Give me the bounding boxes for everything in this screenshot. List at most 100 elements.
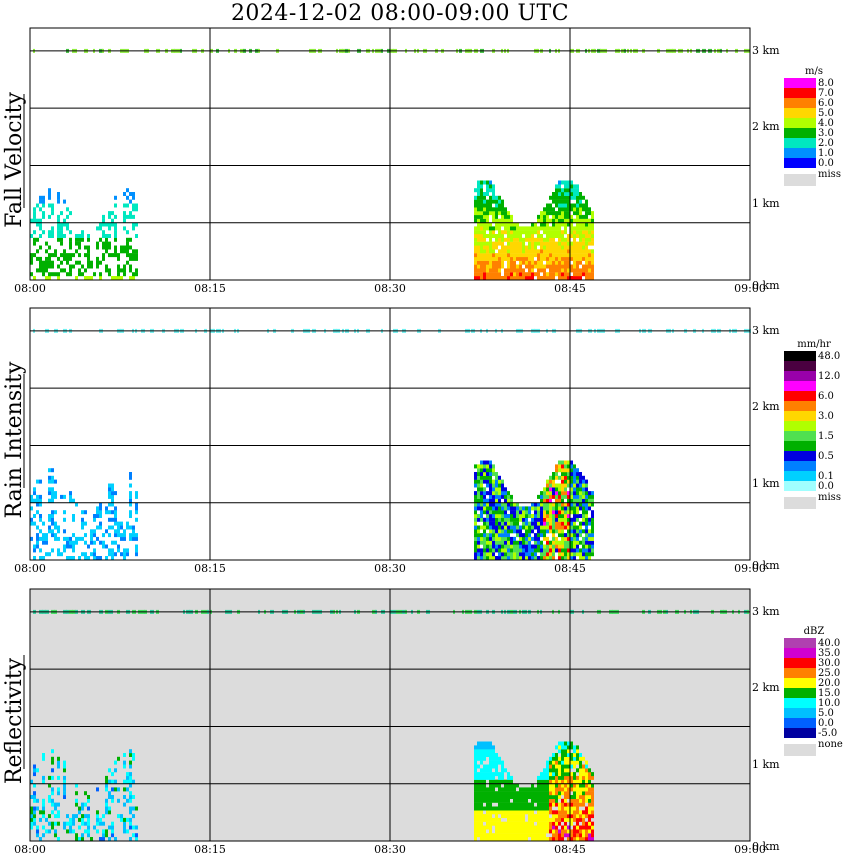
precip-cell	[525, 544, 528, 549]
precip-cell	[570, 207, 573, 212]
precip-cell	[489, 207, 492, 212]
precip-cell	[57, 552, 60, 557]
precip-cell	[564, 211, 567, 216]
precip-cell	[477, 787, 480, 792]
precip-cell	[39, 264, 42, 269]
precip-cell	[489, 533, 492, 538]
precip-cell	[498, 802, 501, 807]
precip-cell	[507, 237, 510, 242]
precip-cell	[549, 810, 552, 815]
precip-cell	[570, 264, 573, 269]
precip-cell	[582, 829, 585, 834]
precip-cell	[561, 468, 564, 473]
precip-cell	[576, 552, 579, 557]
precip-cell	[57, 199, 60, 204]
precip-cell	[585, 234, 588, 238]
precip-cell	[57, 218, 60, 223]
legend-swatch	[784, 648, 816, 658]
precip-cell	[486, 775, 489, 780]
precip-cell	[558, 203, 561, 208]
precip-cell	[573, 475, 576, 480]
precip-cell	[579, 529, 582, 534]
precip-cell	[570, 783, 573, 788]
precip-cell	[75, 536, 78, 541]
precip-cell	[480, 491, 483, 496]
precip-cell	[558, 460, 561, 465]
precip-cell	[525, 517, 528, 522]
rain-event-2	[474, 180, 594, 280]
precip-cell	[546, 529, 549, 534]
precip-cell	[492, 188, 495, 193]
precip-cell	[531, 241, 534, 246]
x-tick-label: 08:00	[14, 843, 46, 856]
precip-cell	[531, 272, 534, 277]
height-tick-label: 1 km	[752, 757, 780, 771]
precip-cell	[567, 491, 570, 496]
precip-cell	[483, 226, 486, 231]
precip-cell	[495, 825, 498, 830]
precip-cell	[579, 260, 582, 265]
precip-cell	[96, 810, 99, 815]
precip-cell	[558, 184, 561, 189]
precip-cell	[543, 521, 546, 526]
legend-label: 40.0	[818, 638, 841, 649]
precip-cell	[75, 540, 78, 545]
precip-cell	[561, 479, 564, 484]
precip-cell	[576, 814, 579, 819]
precip-cell	[543, 268, 546, 273]
precip-cell	[555, 745, 558, 750]
precip-cell	[573, 487, 576, 492]
precip-cell	[534, 510, 537, 515]
precip-cell	[477, 475, 480, 480]
precip-cell	[477, 798, 480, 803]
precip-cell	[582, 268, 585, 273]
precip-cell	[588, 230, 591, 235]
precip-cell	[588, 260, 591, 265]
precip-cell	[528, 806, 531, 811]
precip-cell	[66, 214, 69, 219]
precip-cell	[564, 260, 567, 265]
precip-cell	[480, 272, 483, 277]
precip-cell	[546, 540, 549, 545]
precip-cell	[495, 268, 498, 273]
precip-cell	[588, 791, 591, 796]
precip-cell	[534, 787, 537, 792]
precip-cell	[477, 506, 480, 511]
precip-cell	[489, 491, 492, 496]
precip-cell	[498, 498, 501, 503]
precip-cell	[582, 498, 585, 503]
precip-cell	[528, 802, 531, 807]
precip-cell	[555, 230, 558, 235]
precip-cell	[36, 502, 39, 507]
precip-cell	[507, 494, 510, 499]
precip-cell	[492, 260, 495, 265]
precip-cell	[543, 833, 546, 838]
precip-cell	[474, 756, 477, 761]
precip-cell	[573, 829, 576, 834]
precip-cell	[132, 806, 135, 811]
precip-cell	[486, 241, 489, 246]
precip-cell	[531, 237, 534, 242]
precip-cell	[510, 234, 513, 238]
precip-cell	[474, 817, 477, 822]
precip-cell	[582, 837, 585, 841]
precip-cell	[582, 237, 585, 242]
precip-cell	[474, 798, 477, 803]
precip-cell	[561, 760, 564, 765]
precip-cell	[486, 810, 489, 815]
precip-cell	[480, 479, 483, 484]
precip-cell	[561, 276, 564, 280]
precip-cell	[108, 483, 111, 488]
precip-cell	[126, 245, 129, 250]
precip-cell	[486, 268, 489, 273]
precip-cell	[87, 256, 90, 261]
precip-cell	[489, 472, 492, 476]
precip-cell	[105, 249, 108, 254]
precip-cell	[135, 268, 138, 273]
legend-swatch	[784, 381, 816, 391]
precip-cell	[564, 521, 567, 526]
precip-cell	[480, 230, 483, 235]
precip-cell	[507, 817, 510, 822]
precip-cell	[585, 214, 588, 219]
precip-cell	[516, 517, 519, 522]
